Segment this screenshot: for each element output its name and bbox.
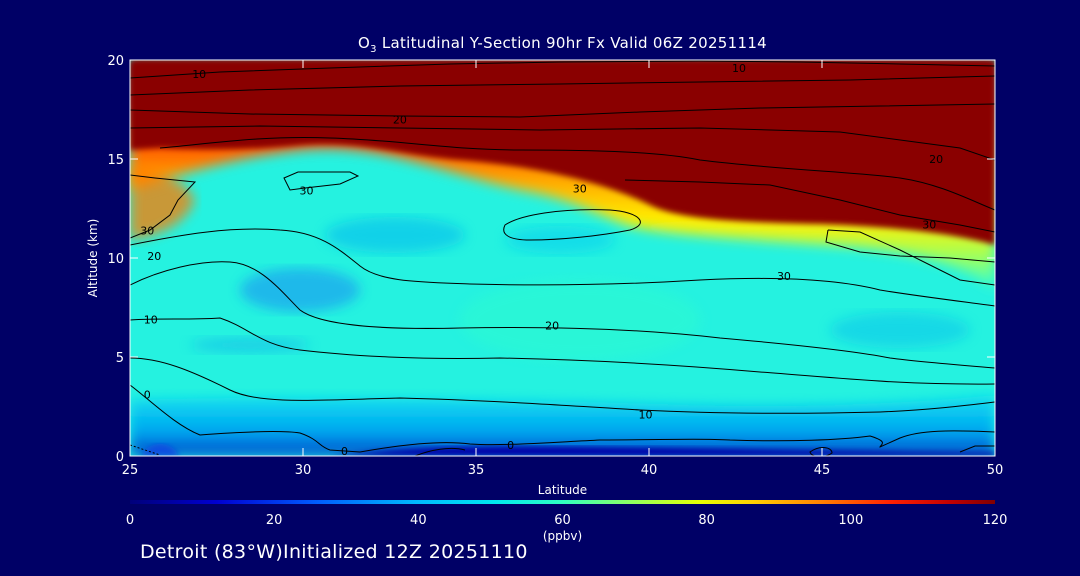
- x-tick-label: 25: [122, 463, 139, 478]
- contour-label: 20: [393, 113, 407, 126]
- contour-line-17: [414, 447, 466, 456]
- y-tick-label: 20: [107, 54, 124, 69]
- contour-line-16: [359, 430, 995, 453]
- contour-label: 10: [639, 408, 653, 421]
- contour-line-12: [130, 261, 995, 369]
- contour-label: 30: [922, 218, 936, 231]
- contour-line-9: [130, 228, 995, 307]
- y-axis-label: Altitude (km): [86, 219, 100, 298]
- colorbar-tick-label: 60: [554, 513, 571, 528]
- colorbar-ticks: 0 20 40 60 80 100 120 (ppbv): [126, 513, 1008, 543]
- colorbar-tick-label: 20: [266, 513, 283, 528]
- contour-labels: 10 10 20 20 30 30 30 30 20 30 10 20 10 0 0 0: [140, 62, 943, 458]
- colorbar-tick-label: 0: [126, 513, 134, 528]
- y-tick-label: 5: [116, 351, 124, 366]
- chart-title: O3 Latitudinal Y-Section 90hr Fx Valid 0…: [357, 34, 768, 55]
- colorbar-tick-label: 40: [410, 513, 427, 528]
- contour-line-10: [827, 229, 995, 286]
- y-tick-label: 15: [107, 153, 124, 168]
- contour-line-14: [130, 357, 995, 414]
- y-tick-label: 0: [116, 450, 124, 465]
- contour-line-4: [130, 125, 995, 161]
- x-tick-label: 45: [814, 463, 831, 478]
- axes: 25 30 35 40 45 50 0 5 10 15 20 Latitude Altitude (km…: [86, 54, 1003, 497]
- colorbar-tick-label: 120: [983, 513, 1008, 528]
- contour-line-5: [159, 136, 995, 211]
- colorbar-tick-label: 80: [698, 513, 715, 528]
- contour-label: 30: [573, 183, 587, 196]
- contour-label: 20: [545, 319, 559, 332]
- contour-line-6: [283, 171, 360, 191]
- contour-line-21: [503, 209, 641, 241]
- x-tick-label: 35: [468, 463, 485, 478]
- contour-label: 30: [777, 270, 791, 283]
- colorbar-bar: [130, 500, 995, 504]
- contour-line-8: [130, 174, 197, 239]
- contour-label: 10: [732, 62, 746, 75]
- contour-lines: [130, 60, 995, 456]
- colorbar-tick-label: 100: [838, 513, 863, 528]
- contour-label: 0: [144, 389, 151, 402]
- footer-text: Detroit (83°W)Initialized 12Z 20251110: [140, 541, 528, 563]
- x-axis-label: Latitude: [538, 483, 587, 497]
- x-tick-label: 50: [987, 463, 1004, 478]
- contour-line-2: [130, 75, 995, 96]
- x-tick-label: 40: [641, 463, 658, 478]
- contour-label: 30: [140, 224, 154, 237]
- contour-label: 20: [147, 250, 161, 263]
- contour-line-13: [130, 317, 995, 385]
- ozone-field: [130, 60, 995, 456]
- y-tick-label: 10: [107, 252, 124, 267]
- contour-line-3: [130, 103, 995, 118]
- contour-label: 20: [929, 153, 943, 166]
- contour-label: 0: [507, 439, 514, 452]
- contour-line-7: [624, 179, 995, 233]
- x-tick-label: 30: [295, 463, 312, 478]
- contour-label: 10: [144, 313, 158, 326]
- contour-label: 0: [341, 445, 348, 458]
- contour-line-11: [825, 229, 995, 263]
- contour-line-20: [130, 444, 161, 456]
- contour-line-19: [959, 445, 995, 453]
- contour-label: 10: [192, 68, 206, 81]
- contour-label: 30: [299, 185, 313, 198]
- contour-line-15: [130, 384, 361, 453]
- colorbar-unit-label: (ppbv): [543, 529, 582, 543]
- contour-line-1: [130, 60, 995, 79]
